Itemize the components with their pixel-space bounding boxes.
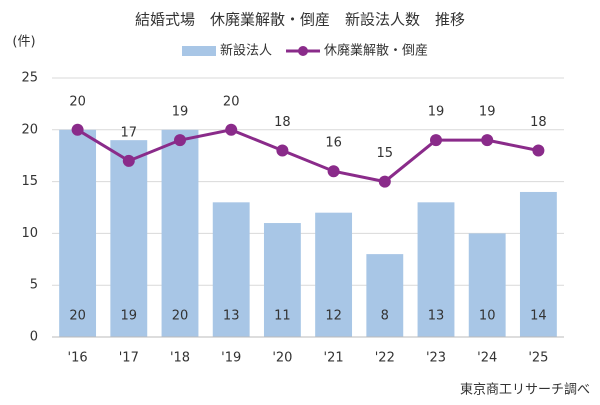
x-tick-label: '22 [375,351,395,366]
bar-value-label: 20 [172,309,189,324]
bar-value-label: 12 [325,309,342,324]
y-tick-label: 5 [30,278,38,293]
source: 東京商工リサーチ調べ [460,382,590,398]
line-value-label: 20 [223,94,240,109]
line-marker [122,154,135,167]
x-tick-label: '19 [221,351,241,366]
line-value-label: 19 [479,105,496,120]
x-tick-label: '20 [272,351,292,366]
legend-swatch [182,46,216,56]
bar-value-label: 13 [223,309,240,324]
line-marker [532,144,545,157]
bar-value-label: 14 [530,309,547,324]
line [76,128,539,184]
line-marker [327,165,340,178]
bar [468,233,506,337]
bar [212,202,250,337]
x-tick-label: '24 [477,351,497,366]
bar [315,212,353,337]
x-tick-label: '23 [426,351,446,366]
bar-value-label: 11 [274,309,291,324]
line-value-label: 18 [530,115,547,130]
bar [59,129,97,337]
bar [110,140,148,337]
y-tick-label: 0 [30,330,38,345]
bar-value-label: 20 [69,309,86,324]
line-value-label: 17 [121,125,138,140]
x-tick-label: '18 [170,351,190,366]
bar [417,202,455,337]
line-value-label: 15 [377,146,394,161]
chart-title: 結婚式場 休廃業解散・倒産 新設法人数 推移 [135,11,465,29]
line-marker [174,134,186,147]
x-tick-label: '25 [528,351,548,366]
y-tick-label: 15 [21,174,38,189]
line-marker [276,144,289,157]
line-value-label: 19 [172,105,189,120]
bar-value-label: 19 [121,309,138,324]
legend-label: 新設法人 [220,43,272,59]
legend-swatch [298,46,309,56]
line-value-label: 16 [325,136,342,151]
line-marker [71,123,84,136]
bar-value-label: 8 [381,309,389,324]
line-marker [430,134,442,147]
line-marker [481,134,494,147]
bar-value-label: 10 [479,309,496,324]
line-marker [378,175,391,188]
bar [263,223,301,337]
line-value-label: 20 [69,94,86,109]
x-tick-label: '17 [119,351,139,366]
bar [519,191,557,337]
y-axis-label: (件) [12,35,35,50]
x-tick-label: '21 [324,351,344,366]
legend-label: 休廃業解散・倒産 [324,43,428,59]
y-tick-label: 20 [21,122,38,137]
bar [366,254,404,337]
x-tick-label: '16 [68,351,88,366]
y-tick-label: 10 [21,226,38,241]
line-value-label: 19 [428,105,445,120]
line-marker [225,123,238,136]
y-tick-label: 25 [21,71,38,86]
bar [161,129,199,337]
line-value-label: 18 [274,115,291,130]
bar-value-label: 13 [428,309,445,324]
